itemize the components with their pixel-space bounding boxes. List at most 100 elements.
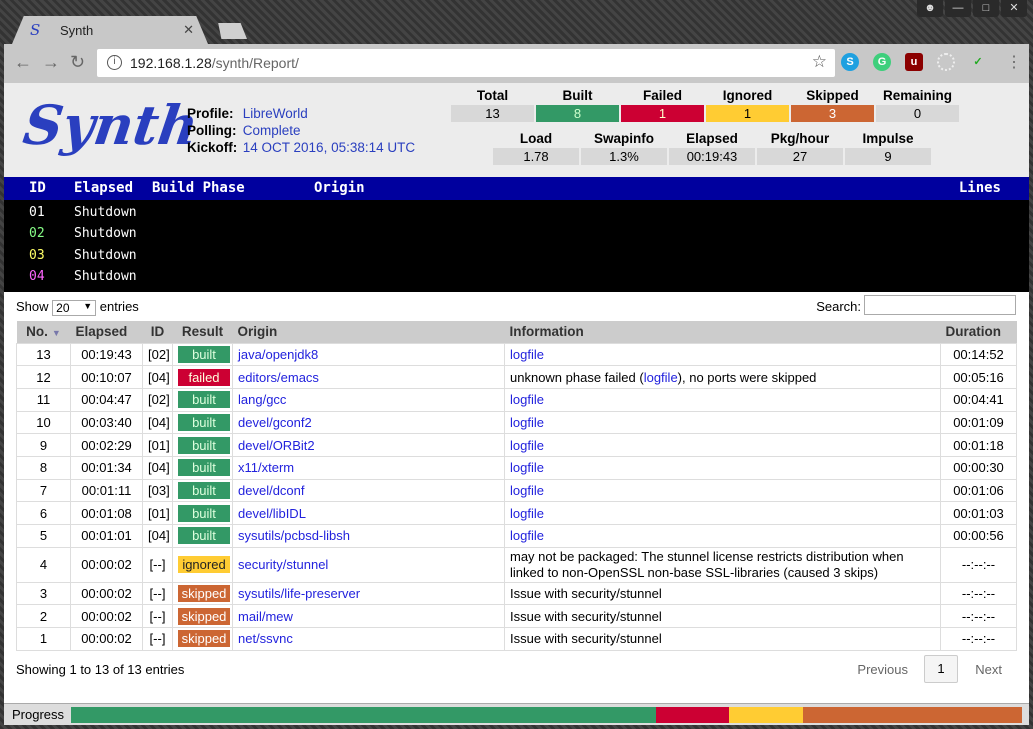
row-origin: devel/ORBit2 <box>232 433 505 457</box>
origin-link[interactable]: lang/gcc <box>238 392 287 408</box>
origin-link[interactable]: sysutils/life-preserver <box>238 586 361 602</box>
close-tab-icon[interactable]: ✕ <box>183 22 194 37</box>
ublock-icon[interactable]: u <box>905 53 923 71</box>
row-information: Issue with security/stunnel <box>504 627 941 651</box>
column-header-no[interactable]: No. ▼ <box>16 321 71 343</box>
results-table-wrapper: Show 20 ▼ entries Search: No. ▼ Elapsed ID Re… <box>16 295 1017 697</box>
stat-label: Built <box>562 88 593 103</box>
origin-link[interactable]: sysutils/pcbsd-libsh <box>238 528 350 544</box>
row-origin: devel/gconf2 <box>232 410 505 435</box>
row-origin: sysutils/pcbsd-libsh <box>232 524 505 548</box>
close-window-button[interactable]: ✕ <box>1001 0 1027 17</box>
logfile-link[interactable]: logfile <box>643 369 678 385</box>
row-information: logfile <box>504 455 941 480</box>
new-tab-button[interactable] <box>218 23 247 39</box>
loading-icon[interactable] <box>937 53 955 71</box>
table-row: 9 00:02:29 [01] built devel/ORBit2 logfile 00:… <box>16 433 1017 457</box>
row-elapsed: 00:00:02 <box>70 546 143 583</box>
search-label: Search: <box>816 299 861 314</box>
origin-link[interactable]: devel/ORBit2 <box>238 437 315 453</box>
grammarly-icon[interactable]: G <box>873 53 891 71</box>
url-path: /synth/Report/ <box>211 55 299 71</box>
column-header-elapsed[interactable]: Elapsed <box>70 321 143 343</box>
builders-header: ID Elapsed Build Phase Origin Lines <box>4 177 1029 200</box>
info-text: Issue with security/stunnel <box>510 631 662 647</box>
report-page: Synth Profile: LibreWorld Polling: Compl… <box>4 83 1029 725</box>
row-elapsed: 00:00:02 <box>70 604 143 629</box>
column-header-duration[interactable]: Duration <box>940 321 1017 343</box>
origin-link[interactable]: devel/libIDL <box>238 505 306 521</box>
stat-value: 1.78 <box>493 148 579 165</box>
skype-icon[interactable]: S <box>841 53 859 71</box>
logfile-link[interactable]: logfile <box>510 460 544 476</box>
origin-link[interactable]: security/stunnel <box>238 557 329 573</box>
origin-link[interactable]: net/ssvnc <box>238 631 293 647</box>
browser-tab[interactable]: S Synth ✕ <box>12 16 208 44</box>
reload-icon[interactable]: ↻ <box>70 52 86 72</box>
check-icon[interactable]: ✓ <box>973 56 983 68</box>
origin-link[interactable]: devel/dconf <box>238 482 305 498</box>
back-icon[interactable]: ← <box>14 52 32 72</box>
column-header-result[interactable]: Result <box>172 321 233 343</box>
stat-label: Ignored <box>722 88 773 103</box>
row-information: logfile <box>504 524 941 548</box>
previous-button[interactable]: Previous <box>857 661 908 677</box>
logfile-link[interactable]: logfile <box>510 505 544 521</box>
stat-value: 0 <box>876 105 959 122</box>
row-information: logfile <box>504 478 941 503</box>
origin-link[interactable]: devel/gconf2 <box>238 414 312 430</box>
row-duration: 00:04:41 <box>940 387 1017 412</box>
info-icon[interactable]: i <box>107 55 122 70</box>
logfile-link[interactable]: logfile <box>510 392 544 408</box>
row-origin: x11/xterm <box>232 455 505 480</box>
forward-icon[interactable]: → <box>42 52 60 72</box>
origin-link[interactable]: mail/mew <box>238 608 293 624</box>
next-button[interactable]: Next <box>975 661 1002 677</box>
stat-swapinfo: Swapinfo 1.3% <box>581 131 667 165</box>
logfile-link[interactable]: logfile <box>510 528 544 544</box>
profile-icon[interactable]: ☻ <box>917 0 943 17</box>
result-badge: built <box>178 413 230 431</box>
kickoff-value: 14 OCT 2016, 05:38:14 UTC <box>242 140 416 155</box>
maximize-button[interactable]: □ <box>973 0 999 17</box>
progress-section: Progress <box>4 703 1029 725</box>
row-origin: lang/gcc <box>232 387 505 412</box>
minimize-button[interactable]: — <box>945 0 971 17</box>
column-header-id[interactable]: ID <box>142 321 173 343</box>
row-result: built <box>172 342 233 367</box>
search-input[interactable] <box>864 295 1016 315</box>
menu-icon[interactable]: ⋮ <box>1006 54 1022 71</box>
row-id: [--] <box>142 604 173 629</box>
origin-link[interactable]: x11/xterm <box>238 460 295 476</box>
table-row: 3 00:00:02 [--] skipped sysutils/life-preser… <box>16 581 1017 606</box>
row-elapsed: 00:00:02 <box>70 581 143 606</box>
row-elapsed: 00:10:07 <box>70 365 143 389</box>
row-result: skipped <box>172 604 233 629</box>
column-header-information[interactable]: Information <box>504 321 941 343</box>
table-row: 10 00:03:40 [04] built devel/gconf2 logfile 00… <box>16 410 1017 435</box>
row-id: [--] <box>142 627 173 651</box>
column-header-origin[interactable]: Origin <box>232 321 505 343</box>
row-duration: --:--:-- <box>940 627 1017 651</box>
progress-bar <box>71 707 1022 723</box>
logfile-link[interactable]: logfile <box>510 414 544 430</box>
logfile-link[interactable]: logfile <box>510 482 544 498</box>
row-id: [02] <box>142 387 173 412</box>
origin-link[interactable]: editors/emacs <box>238 369 319 385</box>
address-bar[interactable]: i 192.168.1.28/synth/Report/ ☆ <box>97 49 835 77</box>
result-badge: built <box>178 481 230 499</box>
row-elapsed: 00:19:43 <box>70 342 143 367</box>
info-text: may not be packaged: The stunnel license… <box>510 548 904 580</box>
bookmark-star-icon[interactable]: ☆ <box>811 52 827 71</box>
logfile-link[interactable]: logfile <box>510 437 544 453</box>
row-no: 13 <box>16 342 71 367</box>
report-header: Synth Profile: LibreWorld Polling: Compl… <box>4 83 1029 177</box>
builder-status: Shutdown <box>74 226 137 242</box>
origin-link[interactable]: java/openjdk8 <box>238 346 319 362</box>
logfile-link[interactable]: logfile <box>510 346 544 362</box>
result-badge: skipped <box>178 585 230 603</box>
entries-select[interactable]: 20 ▼ <box>52 299 97 316</box>
stat-built: Built 8 <box>536 88 619 122</box>
row-no: 3 <box>16 581 71 606</box>
page-1-button[interactable]: 1 <box>924 654 958 683</box>
